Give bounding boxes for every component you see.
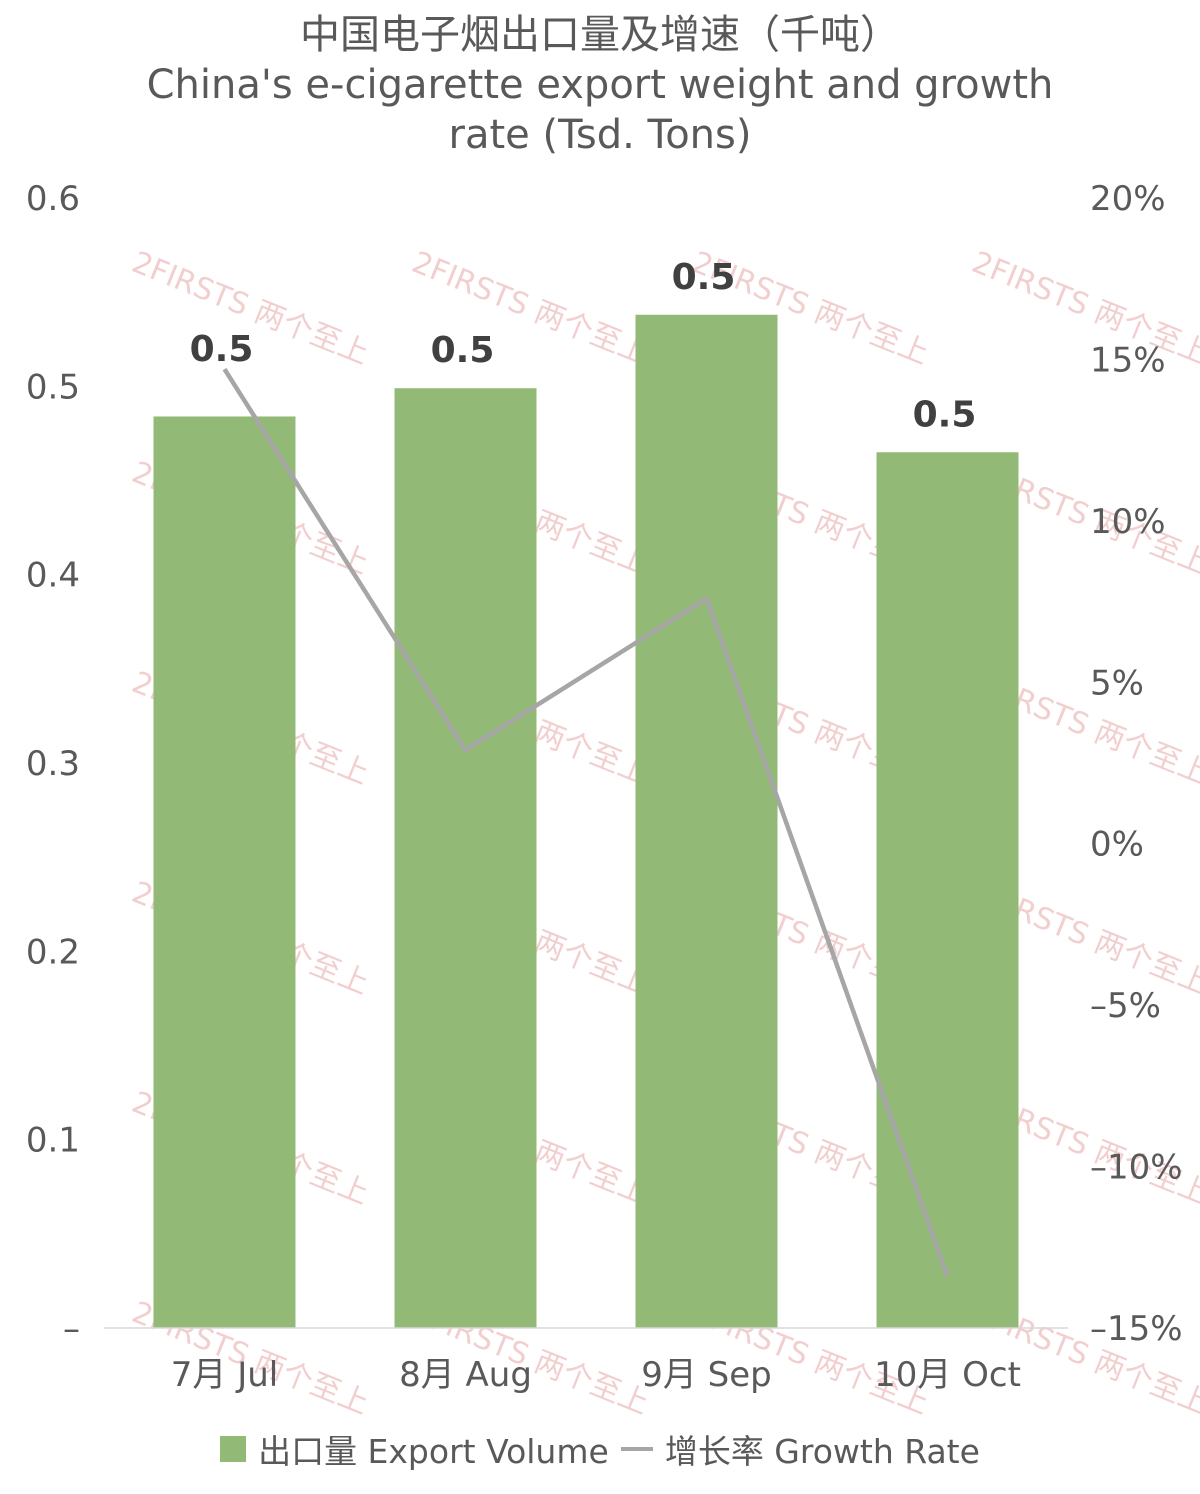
legend-line-label: 增长率 Growth Rate [664,1432,980,1471]
bar [153,416,296,1328]
bar-data-label: 0.5 [190,329,254,370]
bar-series [153,314,1019,1328]
x-axis: 7月 Jul 8月 Aug 9月 Sep 10月 Oct [171,1355,1021,1395]
bar-data-label: 0.5 [431,330,495,371]
bar-data-label: 0.5 [913,394,977,435]
bar-data-label: 0.5 [672,257,736,298]
legend-bar-label: 出口量 Export Volume [258,1432,609,1471]
right-axis-tick-label: 20% [1090,179,1166,219]
legend-item-export-volume: 出口量 Export Volume [220,1425,609,1473]
combo-chart: 2FIRSTS 两个至上 2FIRSTS 两个至上 2FIRSTS 两个至上 2FIR… [26,179,1200,1420]
x-axis-tick-label: 9月 Sep [641,1355,772,1395]
right-axis-tick-label: 5% [1090,663,1144,703]
legend-item-growth-rate: 增长率 Growth Rate [609,1425,980,1473]
x-axis-tick-label: 7月 Jul [171,1355,278,1395]
right-axis-tick-label: –15% [1090,1309,1183,1349]
bar [876,452,1019,1328]
data-labels: 0.5 0.5 0.5 0.5 [190,257,977,435]
right-axis: 20% 15% 10% 5% 0% –5% –10% –15% [1090,179,1183,1349]
title-en-line-2: rate (Tsd. Tons) [448,112,752,158]
left-axis-tick-label: 0.5 [26,367,80,407]
chart-title: 中国电子烟出口量及增速（千吨） China's e-cigarette expo… [0,10,1200,160]
right-axis-tick-label: 0% [1090,825,1144,865]
left-axis-tick-label: 0.1 [26,1121,80,1161]
legend-bar-swatch [220,1436,247,1462]
title-zh: 中国电子烟出口量及增速（千吨） [300,12,900,58]
left-axis-tick-label: 0.6 [26,179,80,219]
left-axis-tick-label: – [63,1309,80,1349]
right-axis-tick-label: 10% [1090,502,1166,542]
left-axis-tick-label: 0.3 [26,744,80,784]
title-en-line-1: China's e-cigarette export weight and gr… [146,62,1054,108]
right-axis-tick-label: –5% [1090,986,1161,1026]
right-axis-tick-label: 15% [1090,340,1166,380]
legend-line-swatch [620,1447,653,1451]
x-axis-tick-label: 10月 Oct [874,1355,1021,1395]
left-axis-tick-label: 0.4 [26,556,80,596]
x-axis-tick-label: 8月 Aug [399,1355,532,1395]
left-axis: 0.6 0.5 0.4 0.3 0.2 0.1 – [26,179,80,1349]
left-axis-tick-label: 0.2 [26,932,80,972]
right-axis-tick-label: –10% [1090,1148,1183,1188]
bar [394,388,537,1328]
legend: 出口量 Export Volume 增长率 Growth Rate [0,1425,1200,1473]
growth-line-series [222,367,950,1278]
growth-rate-line [222,367,950,1278]
bar [635,314,778,1328]
